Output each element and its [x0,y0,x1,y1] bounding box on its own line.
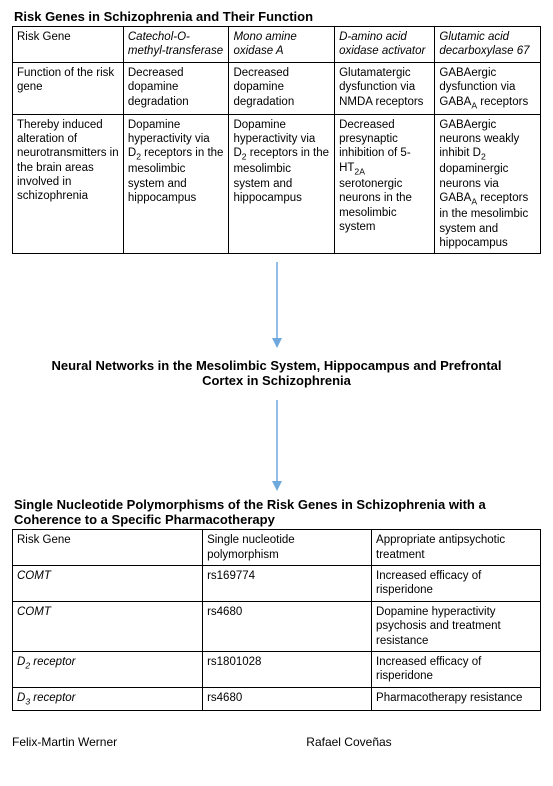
table-cell: Single nucleotide polymorphism [203,530,372,566]
table-cell: D-amino acid oxidase activator [335,27,435,63]
table-cell: GABAergic dysfunction via GABAA receptor… [435,62,541,114]
table-cell: Catechol-O-methyl-transferase [123,27,229,63]
risk-genes-table: Risk GeneCatechol-O-methyl-transferaseMo… [12,26,541,254]
table-cell: COMT [13,601,203,651]
table2-title: Single Nucleotide Polymorphisms of the R… [14,497,541,527]
table-cell: Dopamine hyperactivity psychosis and tre… [372,601,541,651]
table-cell: Decreased dopamine degradation [229,62,335,114]
table-cell: Mono amine oxidase A [229,27,335,63]
table-cell: rs1801028 [203,651,372,687]
snp-table: Risk GeneSingle nucleotide polymorphismA… [12,529,541,710]
authors-line: Felix-Martin Werner Rafael Coveñas [12,735,541,749]
table-cell: rs4680 [203,687,372,710]
table-cell: Dopamine hyperactivity via D2 receptors … [123,114,229,254]
table-cell: D3 receptor [13,687,203,710]
table-cell: COMT [13,566,203,602]
table-cell: Decreased presynaptic inhibition of 5-HT… [335,114,435,254]
table-cell: rs4680 [203,601,372,651]
table-cell: Appropriate antipsychotic treatment [372,530,541,566]
table-cell: Decreased dopamine degradation [123,62,229,114]
table-cell: Glutamatergic dysfunction via NMDA recep… [335,62,435,114]
table-cell: Risk Gene [13,530,203,566]
table-cell: Function of the risk gene [13,62,124,114]
table-cell: Pharmacotherapy resistance [372,687,541,710]
table-cell: Glutamic acid decarboxylase 67 [435,27,541,63]
table-cell: D2 receptor [13,651,203,687]
author-right: Rafael Coveñas [306,735,391,749]
middle-title: Neural Networks in the Mesolimbic System… [32,358,521,388]
author-left: Felix-Martin Werner [12,735,303,749]
table-cell: Thereby induced alteration of neurotrans… [13,114,124,254]
table-cell: Dopamine hyperactivity via D2 receptors … [229,114,335,254]
table1-title: Risk Genes in Schizophrenia and Their Fu… [14,9,541,24]
table-cell: Increased efficacy of risperidone [372,651,541,687]
arrow-down-2 [12,392,541,497]
arrow-down-1 [12,254,541,354]
table-cell: Increased efficacy of risperidone [372,566,541,602]
table-cell: rs169774 [203,566,372,602]
table-cell: GABAergic neurons weakly inhibit D2 dopa… [435,114,541,254]
table-cell: Risk Gene [13,27,124,63]
